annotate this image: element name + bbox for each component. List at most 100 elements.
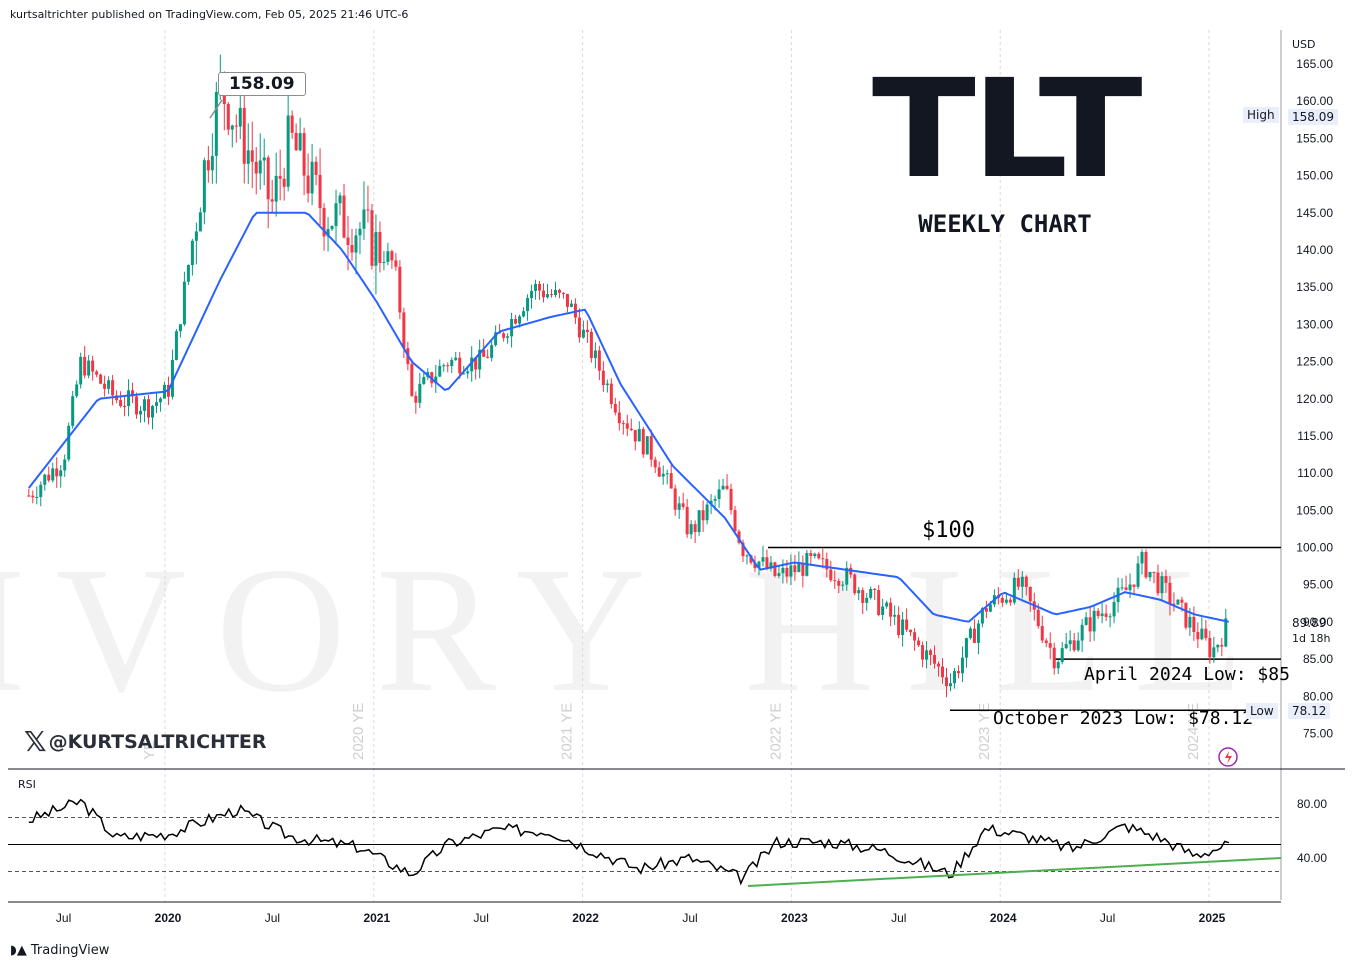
candle-body [326, 229, 330, 237]
candle-body [522, 311, 526, 317]
candle-body [107, 380, 111, 389]
candle-body [338, 195, 342, 204]
candle-body [91, 360, 95, 372]
candle-body [937, 663, 941, 667]
candle-body [286, 115, 290, 187]
candle-body [573, 303, 577, 318]
candle-body [63, 459, 67, 471]
candle-body [206, 160, 210, 171]
candle-body [809, 553, 813, 557]
candle-body [1176, 599, 1180, 605]
candle-body [948, 683, 952, 687]
candle-body [753, 562, 757, 569]
candle-body [446, 365, 450, 367]
candle-body [530, 290, 534, 299]
candle-body [458, 357, 462, 374]
high-callout: 158.09 [218, 72, 306, 96]
candle-body [51, 468, 55, 481]
candle-body [1092, 610, 1096, 632]
candle-body [31, 495, 35, 498]
chart-subtitle: WEEKLY CHART [918, 210, 1092, 238]
price-tick-label: 90.00 [1303, 615, 1333, 629]
candle-body [705, 504, 709, 521]
last-price-tag: 89.89 [1292, 616, 1327, 630]
candle-body [881, 606, 885, 615]
candle-body [262, 157, 266, 161]
candle-body [434, 376, 438, 384]
candle-body [119, 400, 123, 407]
candle-body [1088, 617, 1092, 632]
candle-body [1204, 628, 1208, 639]
candle-body [59, 470, 63, 477]
candle-body [438, 365, 442, 377]
candle-body [561, 292, 565, 294]
candle-body [917, 640, 921, 646]
candle-body [83, 356, 87, 376]
candle-body [925, 650, 929, 660]
time-tick-label: 2022 [572, 911, 599, 925]
candle-body [67, 425, 71, 460]
candle-body [378, 231, 382, 263]
price-tick-label: 110.00 [1297, 466, 1333, 480]
candle-body [402, 312, 406, 349]
april-low-label: April 2024 Low: $85 [1084, 664, 1290, 685]
candle-body [697, 510, 701, 533]
candle-body [474, 357, 478, 370]
candle-body [178, 324, 182, 332]
candle-body [745, 555, 749, 557]
time-axis[interactable]: Jul 2020 Jul 2021 Jul 2022 Jul 2023 Jul 2024 Jul 20… [56, 911, 1226, 925]
rsi-line [28, 798, 1230, 886]
october-low-label: October 2023 Low: $78.12 [993, 708, 1254, 729]
candle-body [841, 584, 845, 586]
candle-body [1132, 584, 1136, 587]
candle-body [422, 377, 426, 384]
candle-body [282, 178, 286, 187]
candle-body [250, 150, 254, 162]
footer-brand[interactable]: ◗▲ TradingView [10, 943, 109, 958]
candle-body [143, 399, 147, 411]
price-tick-label: 100.00 [1296, 541, 1333, 555]
candle-body [123, 406, 127, 408]
candle-body [1112, 602, 1116, 617]
candle-body [494, 332, 498, 346]
candle-body [534, 283, 538, 291]
candle-body [980, 608, 984, 624]
candle-body [929, 650, 933, 656]
year-end-label: YE [141, 740, 158, 760]
candle-body [1148, 571, 1152, 578]
price-tick-label: 75.00 [1303, 727, 1333, 741]
candle-body [821, 558, 825, 560]
candle-body [569, 303, 573, 307]
candle-body [785, 567, 789, 577]
candle-body [1100, 613, 1104, 617]
candle-body [35, 496, 39, 498]
candle-body [1216, 644, 1220, 648]
candle-body [605, 383, 609, 386]
candle-body [154, 402, 158, 406]
candle-body [1208, 638, 1212, 658]
candle-body [853, 574, 857, 594]
year-end-label: 2021 YE [559, 703, 576, 760]
candle-body [653, 459, 657, 468]
lightning-icon[interactable] [1218, 747, 1238, 767]
candle-body [685, 506, 689, 535]
candle-body [95, 371, 99, 375]
candle-body [781, 567, 785, 574]
candle-body [1076, 640, 1080, 651]
currency-label[interactable]: USD [1292, 38, 1316, 51]
price-axis[interactable]: 165.00 160.00 155.00 150.00 145.00 140.00 135.… [1296, 57, 1333, 865]
candle-body [913, 632, 917, 641]
candle-body [506, 336, 510, 338]
candle-body [274, 175, 278, 202]
candle-body [414, 395, 418, 403]
candle-body [629, 428, 633, 431]
time-tick-label: Jul [682, 911, 697, 925]
candle-body [362, 209, 366, 229]
price-tick-label: 85.00 [1303, 652, 1333, 666]
candle-body [789, 565, 793, 577]
attribution-header: kurtsaltrichter published on TradingView… [10, 8, 409, 21]
candle-body [1164, 576, 1168, 583]
candle-body [1064, 644, 1068, 649]
candle-body [1028, 587, 1032, 602]
